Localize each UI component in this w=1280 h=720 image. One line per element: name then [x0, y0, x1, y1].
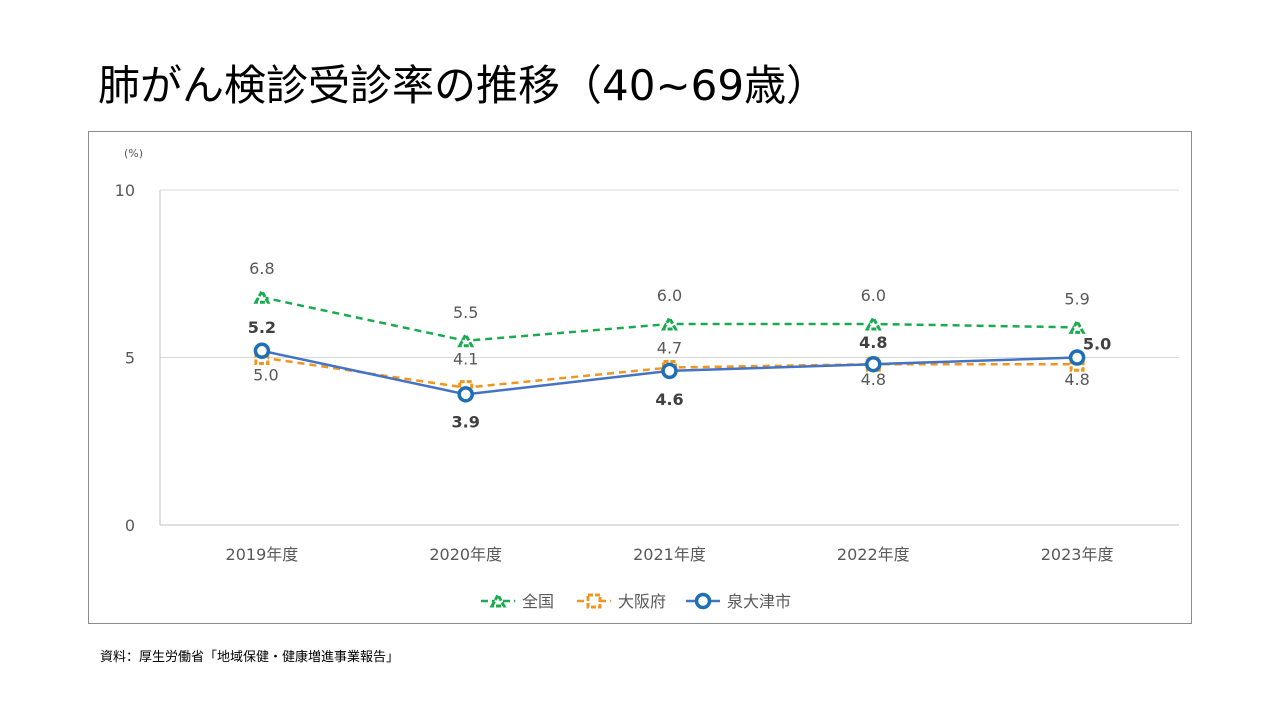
data-point — [1068, 318, 1086, 334]
data-label: 5.5 — [453, 303, 478, 322]
series-markers-0 — [253, 288, 1086, 348]
legend-marker — [489, 591, 507, 608]
data-label: 5.0 — [253, 366, 278, 385]
data-label: 6.0 — [657, 286, 682, 305]
data-point — [865, 355, 882, 373]
x-tick-label: 2022年度 — [837, 545, 910, 564]
data-point — [253, 342, 271, 360]
data-label: 3.9 — [452, 412, 480, 431]
source-note: 資料：厚生労働省「地域保健・健康増進事業報告」 — [100, 650, 400, 665]
y-unit-label: (%) — [124, 147, 143, 160]
data-label: 4.7 — [657, 339, 682, 358]
data-label: 4.8 — [861, 370, 886, 389]
chart-frame: (%) 0 5 10 2019年度 2020年度 2021年度 2022年度 2023年度 6.8… — [88, 131, 1192, 624]
data-label: 4.1 — [453, 350, 478, 369]
legend-marker — [694, 592, 712, 610]
data-label: 5.2 — [248, 318, 276, 337]
y-tick-label: 0 — [125, 516, 135, 535]
legend-item-1: 大阪府 — [577, 592, 666, 611]
legend-label: 大阪府 — [618, 592, 666, 611]
data-label: 4.8 — [859, 333, 887, 352]
legend-marker — [586, 593, 602, 609]
x-tick-label: 2023年度 — [1041, 545, 1114, 564]
page-title: 肺がん検診受診率の推移（40~69歳） — [98, 61, 829, 110]
x-tick-label: 2020年度 — [429, 545, 502, 564]
data-label: 6.8 — [249, 259, 274, 278]
x-tick-label: 2019年度 — [226, 545, 299, 564]
legend-item-2: 泉大津市 — [686, 592, 791, 611]
data-label: 4.8 — [1064, 370, 1089, 389]
data-point — [864, 314, 882, 331]
data-point — [661, 362, 678, 380]
data-point — [253, 288, 271, 304]
data-point — [457, 386, 474, 403]
data-point — [660, 314, 679, 331]
line-chart: (%) 0 5 10 2019年度 2020年度 2021年度 2022年度 2023年度 6.8… — [115, 147, 1179, 611]
data-label: 5.0 — [1083, 335, 1111, 354]
x-tick-label: 2021年度 — [633, 545, 706, 564]
data-point — [1068, 349, 1086, 366]
y-tick-label: 5 — [125, 349, 135, 368]
y-tick-label: 10 — [115, 181, 135, 200]
data-label: 6.0 — [861, 286, 886, 305]
legend-label: 泉大津市 — [727, 592, 791, 611]
legend-item-0: 全国 — [481, 591, 554, 611]
data-label: 5.9 — [1064, 289, 1089, 308]
legend-label: 全国 — [522, 592, 554, 611]
data-point — [457, 331, 475, 348]
series-markers-2 — [253, 342, 1086, 403]
data-label: 4.6 — [655, 390, 683, 409]
